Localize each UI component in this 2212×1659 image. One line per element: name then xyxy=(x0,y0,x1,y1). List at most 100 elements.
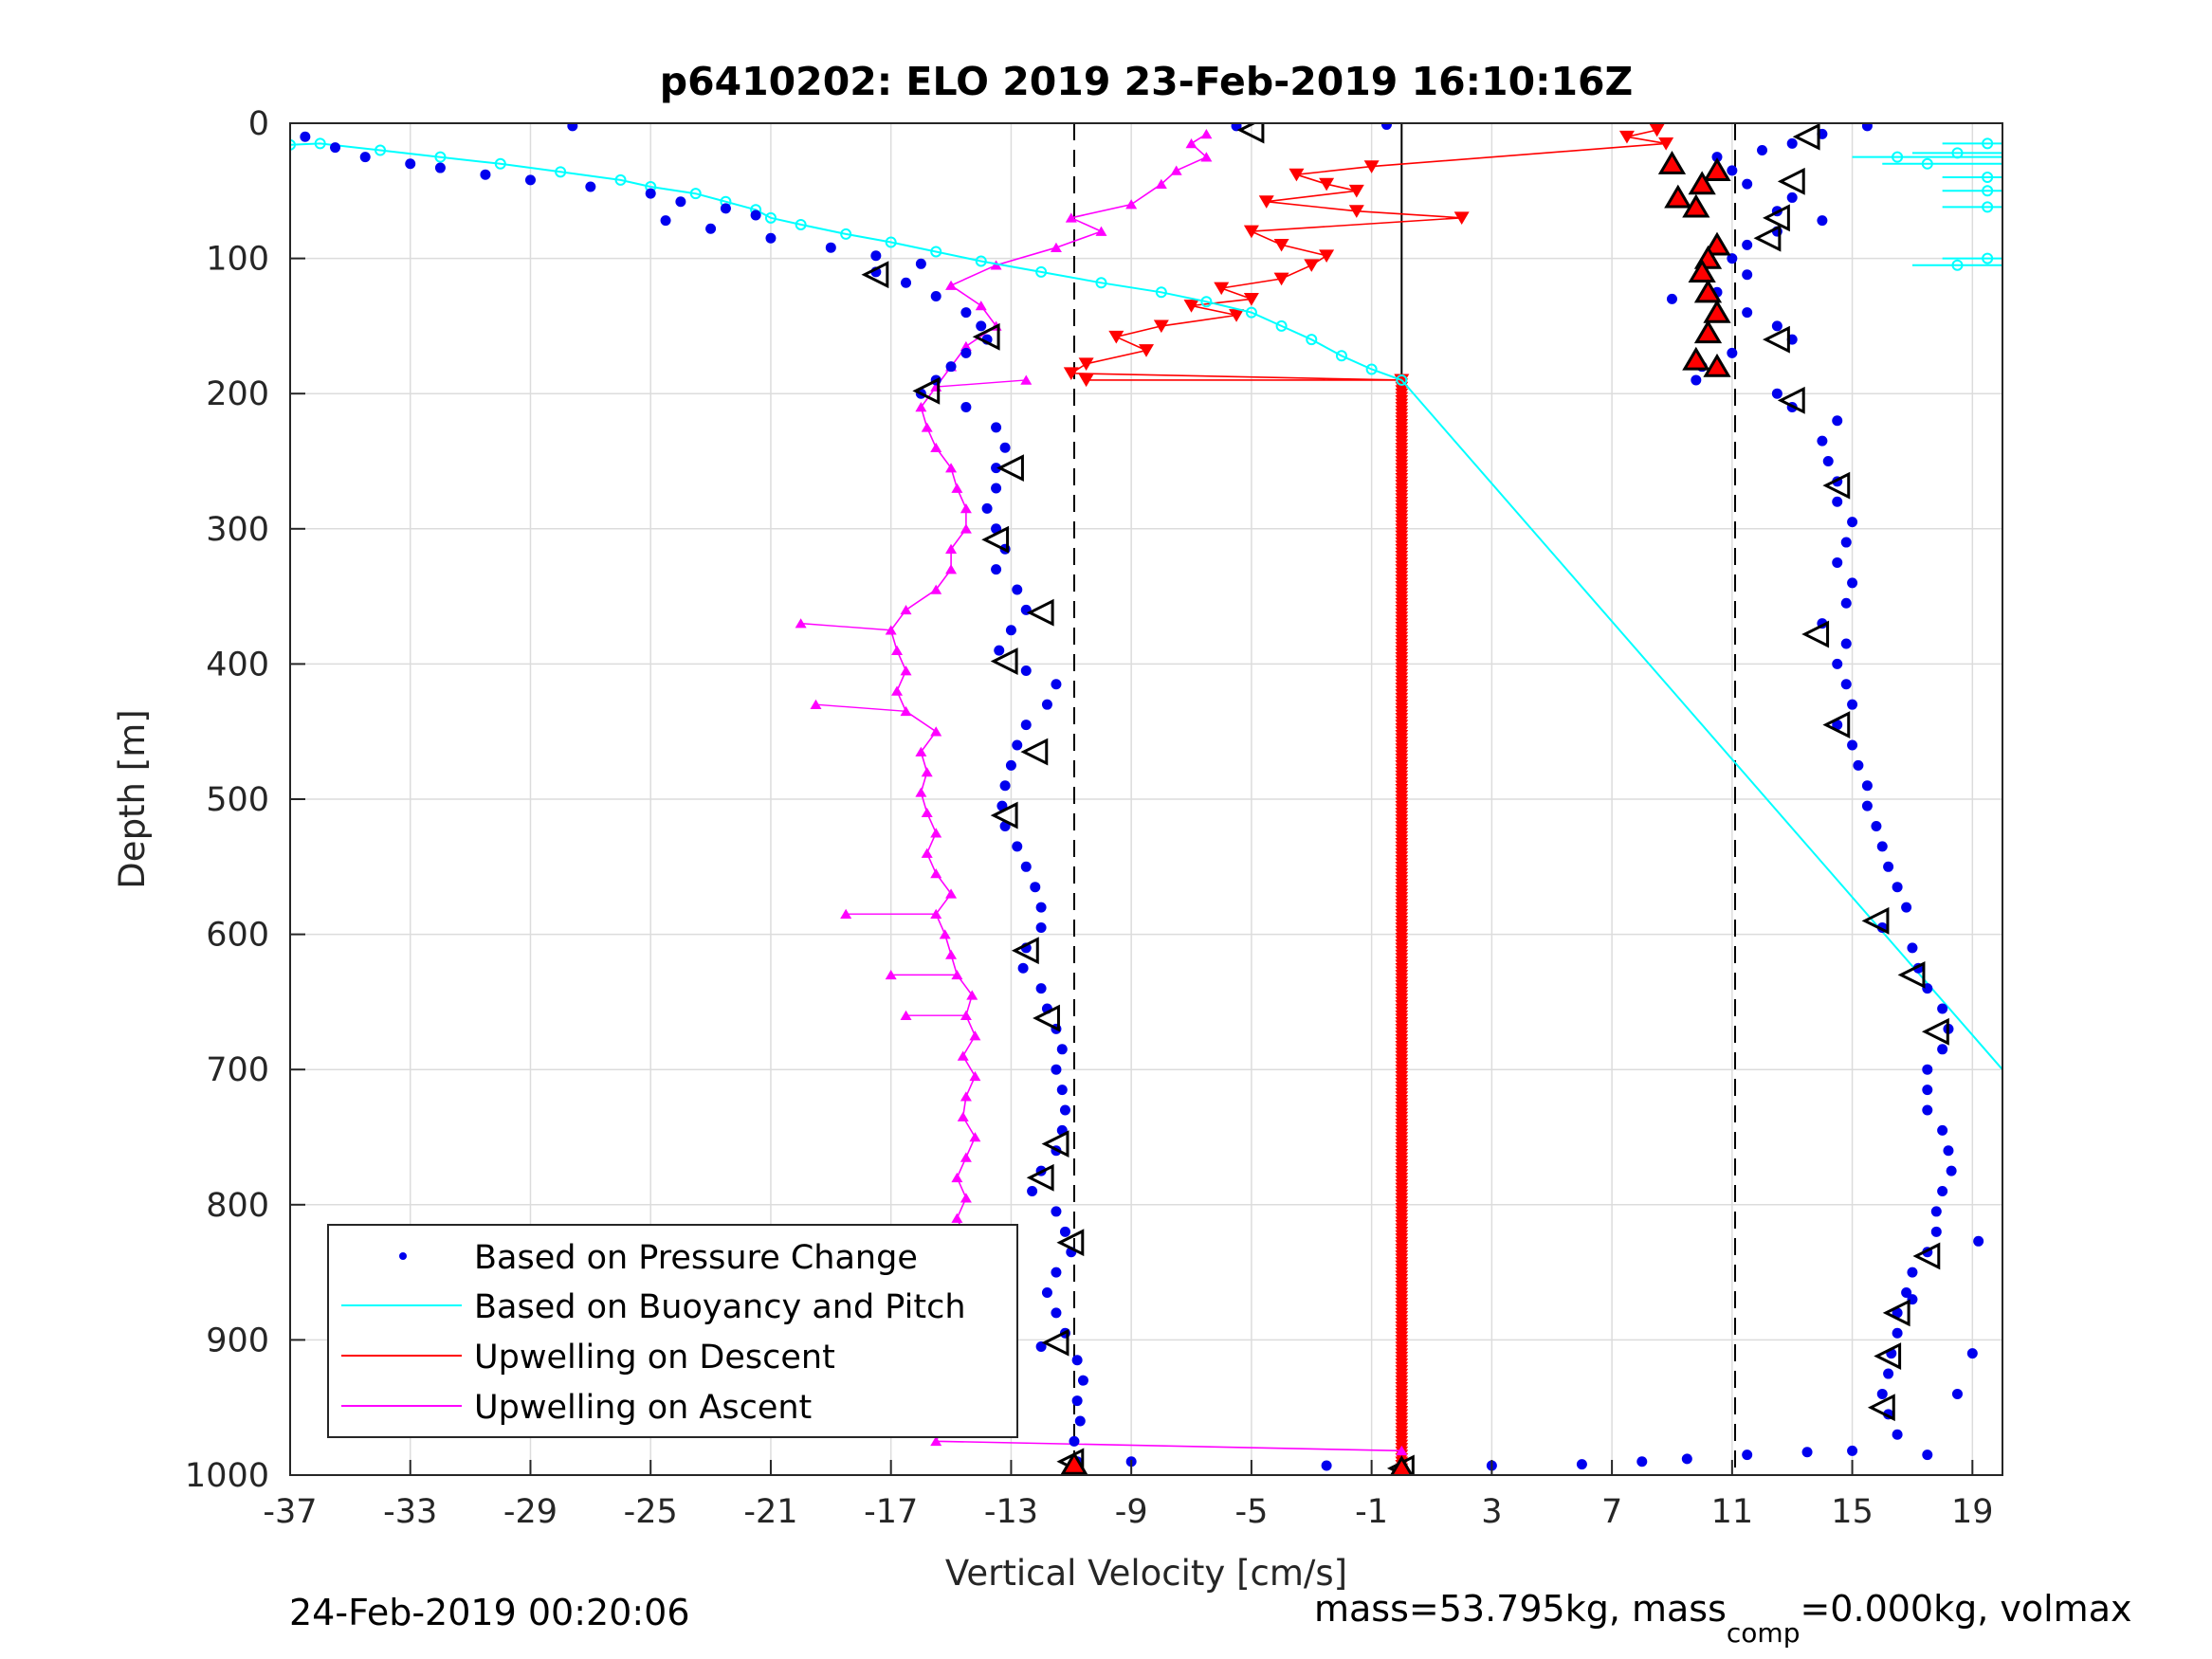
descent-upwelling-marker xyxy=(1363,160,1380,173)
buoyancy-pitch-point xyxy=(555,166,567,178)
buoyancy-pitch-point xyxy=(614,173,627,186)
pressure-change-point xyxy=(1786,191,1798,203)
descent-upwelling-marker xyxy=(1078,357,1094,372)
pressure-change-point xyxy=(930,291,941,302)
ascent-upwelling-marker xyxy=(945,543,958,554)
ascent-upwelling-marker xyxy=(990,260,1002,270)
pressure-change-point xyxy=(1966,1348,1978,1359)
pressure-change-point xyxy=(1861,123,1873,132)
ascent-upwelling-marker xyxy=(915,402,927,412)
footer-mass-a: mass=53.795kg, mass xyxy=(1314,1588,1727,1630)
y-tick-label: 800 xyxy=(206,1187,269,1225)
footer-timestamp: 24-Feb-2019 00:20:06 xyxy=(289,1592,690,1633)
ascent-upwelling-marker xyxy=(969,1132,981,1142)
pressure-change-point xyxy=(1771,388,1782,399)
ascent-upwelling-spike xyxy=(815,703,906,713)
ascent-upwelling-marker xyxy=(1155,178,1167,189)
x-tick-label: -33 xyxy=(383,1493,437,1531)
pressure-change-point xyxy=(1051,1307,1062,1319)
pressure-change-point xyxy=(1041,699,1052,710)
ascent-upwelling-marker xyxy=(966,990,978,1000)
red-triangle-marker xyxy=(1703,299,1731,323)
ascent-upwelling-marker xyxy=(930,726,942,737)
grid-lines xyxy=(289,122,2002,1476)
red-triangle-marker xyxy=(1703,157,1731,182)
ascent-upwelling-marker xyxy=(1125,199,1138,210)
pressure-change-point xyxy=(1892,1327,1903,1339)
buoyancy-pitch-point xyxy=(1892,151,1904,163)
descent-upwelling-marker xyxy=(1273,272,1289,286)
y-tick-label: 100 xyxy=(206,241,269,279)
pressure-change-point xyxy=(1907,942,1918,954)
pressure-change-point xyxy=(1051,1064,1062,1075)
pressure-change-point xyxy=(1380,123,1392,130)
ascent-upwelling-marker xyxy=(975,301,987,311)
descent-upwelling-marker xyxy=(1453,211,1470,226)
pressure-change-point xyxy=(750,210,761,221)
legend-label-pressure: Based on Pressure Change xyxy=(474,1239,918,1277)
footer-mass-b: =0.000kg, volmax xyxy=(1800,1588,2131,1630)
pressure-change-point xyxy=(1742,239,1753,250)
pressure-change-point xyxy=(1012,739,1023,751)
pressure-change-point xyxy=(1035,921,1047,933)
pressure-change-point xyxy=(1742,269,1753,281)
pressure-change-point xyxy=(585,181,596,192)
ascent-upwelling-marker xyxy=(891,685,904,696)
buoyancy-pitch-point xyxy=(840,228,852,240)
descent-upwelling-marker xyxy=(1063,367,1079,381)
open-triangle-marker xyxy=(1033,1004,1060,1032)
pressure-change-point xyxy=(1691,374,1702,386)
ascent-upwelling-marker xyxy=(960,523,972,534)
ascent-upwelling-marker xyxy=(795,618,807,629)
pressure-change-point xyxy=(1840,537,1852,548)
ascent-upwelling-marker xyxy=(945,888,958,899)
descent-upwelling-marker xyxy=(1153,319,1169,334)
pressure-change-point xyxy=(567,123,578,132)
pressure-change-point xyxy=(1020,861,1032,872)
pressure-change-point xyxy=(330,142,341,154)
pressure-change-point xyxy=(1930,1226,1942,1237)
descent-upwelling-marker xyxy=(1618,130,1635,144)
descent-upwelling-marker xyxy=(1348,205,1364,218)
legend: Based on Pressure Change Based on Buoyan… xyxy=(327,1224,1018,1438)
pressure-change-point xyxy=(1946,1165,1957,1176)
open-triangle-marker xyxy=(996,454,1024,483)
legend-label-ascent: Upwelling on Ascent xyxy=(474,1389,812,1427)
chart-title: p6410202: ELO 2019 23-Feb-2019 16:10:16Z xyxy=(660,59,1634,104)
pressure-change-point xyxy=(1035,902,1047,913)
ascent-upwelling-marker xyxy=(951,1212,963,1223)
ascent-upwelling-marker xyxy=(930,868,942,879)
buoyancy-pitch-point xyxy=(885,236,897,248)
x-tick-label: -25 xyxy=(624,1493,678,1531)
data-series xyxy=(290,123,2002,1475)
buoyancy-pitch-point xyxy=(1275,319,1288,332)
descent-upwelling-marker xyxy=(1229,309,1245,322)
ascent-upwelling-marker xyxy=(939,929,951,939)
pressure-change-point xyxy=(1847,699,1858,710)
open-triangle-marker xyxy=(1874,1342,1902,1370)
open-triangle-marker xyxy=(972,322,1000,351)
footer-mass-sub: comp xyxy=(1727,1617,1801,1649)
open-triangle-marker xyxy=(1822,711,1851,738)
ascent-upwelling-marker xyxy=(960,1193,972,1203)
pressure-change-point xyxy=(1005,625,1016,636)
y-tick-label: 0 xyxy=(248,105,269,143)
open-triangle-marker xyxy=(1867,1394,1895,1422)
buoyancy-pitch-point xyxy=(764,211,777,224)
buoyancy-pitch-point xyxy=(1035,265,1048,278)
x-tick-label: 15 xyxy=(1831,1493,1874,1531)
pressure-change-point xyxy=(1892,882,1903,893)
open-triangle-marker xyxy=(1777,386,1805,414)
pressure-change-point xyxy=(1727,253,1738,264)
ascent-upwelling-marker xyxy=(1065,212,1077,223)
red-triangle-marker xyxy=(1390,1455,1414,1475)
pressure-change-point xyxy=(1636,1456,1648,1468)
x-tick-label: -5 xyxy=(1234,1493,1268,1531)
ascent-upwelling-marker xyxy=(915,746,927,757)
pressure-change-point xyxy=(1883,861,1894,872)
descent-upwelling-marker xyxy=(1304,259,1320,272)
open-triangle-marker xyxy=(1041,1130,1069,1158)
ascent-upwelling-marker xyxy=(921,807,933,818)
open-triangle-marker xyxy=(1792,123,1820,151)
buoyancy-pitch-point xyxy=(1155,286,1167,299)
